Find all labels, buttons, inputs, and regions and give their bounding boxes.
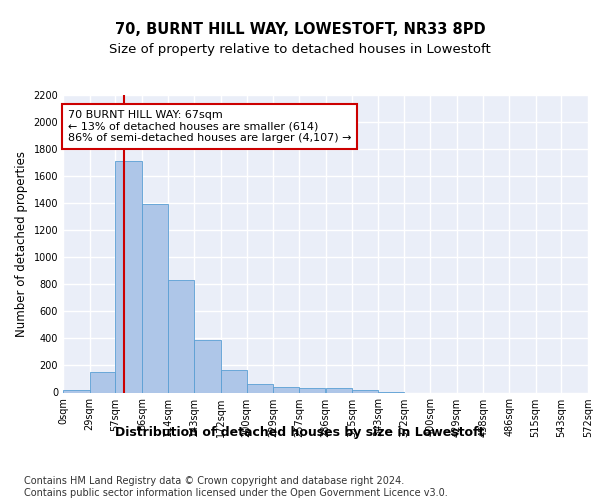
Bar [194, 340, 221, 392]
Bar [221, 370, 247, 392]
Text: 70, BURNT HILL WAY, LOWESTOFT, NR33 8PD: 70, BURNT HILL WAY, LOWESTOFT, NR33 8PD [115, 22, 485, 38]
Bar [247, 384, 273, 392]
Bar [115, 162, 142, 392]
Bar [299, 388, 325, 392]
Bar [325, 388, 352, 392]
Bar [273, 387, 299, 392]
Text: Distribution of detached houses by size in Lowestoft: Distribution of detached houses by size … [115, 426, 485, 439]
Bar [89, 372, 115, 392]
Text: 70 BURNT HILL WAY: 67sqm
← 13% of detached houses are smaller (614)
86% of semi-: 70 BURNT HILL WAY: 67sqm ← 13% of detach… [68, 110, 351, 143]
Bar [142, 204, 167, 392]
Bar [352, 390, 378, 392]
Y-axis label: Number of detached properties: Number of detached properties [15, 151, 28, 337]
Bar [167, 280, 194, 392]
Bar [63, 390, 89, 392]
Text: Contains HM Land Registry data © Crown copyright and database right 2024.
Contai: Contains HM Land Registry data © Crown c… [24, 476, 448, 498]
Text: Size of property relative to detached houses in Lowestoft: Size of property relative to detached ho… [109, 42, 491, 56]
